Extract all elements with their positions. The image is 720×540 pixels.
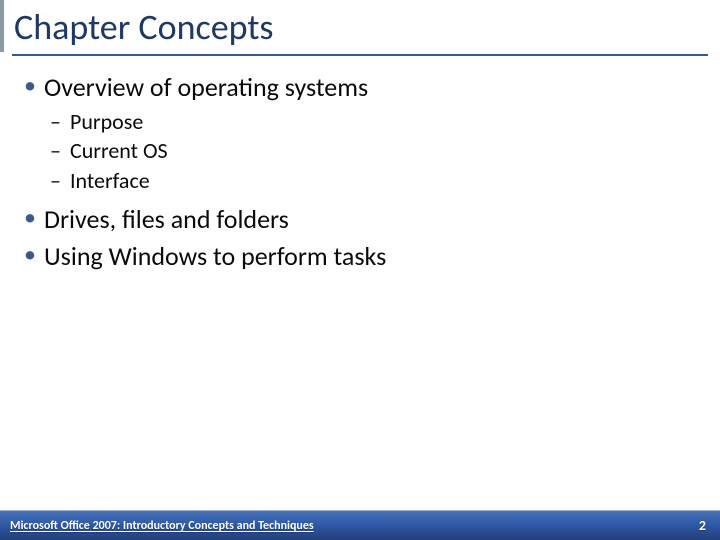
- title-region: Chapter Concepts: [0, 0, 720, 52]
- footer-text: Microsoft Office 2007: Introductory Conc…: [10, 519, 314, 533]
- bullet-lvl1-text: Using Windows to perform tasks: [44, 240, 386, 272]
- bullet-lvl2-text: Purpose: [70, 108, 143, 135]
- bullet-lvl2: Purpose: [50, 107, 700, 137]
- bullet-lvl1: Drives, files and folders: [24, 202, 700, 237]
- bullet-lvl2: Current OS: [50, 136, 700, 166]
- bullet-lvl1-text: Drives, files and folders: [44, 203, 289, 235]
- bullet-lvl1: Overview of operating systems: [24, 70, 700, 105]
- bullet-lvl2: Interface: [50, 166, 700, 196]
- content-region: Overview of operating systems Purpose Cu…: [0, 56, 720, 540]
- bullet-lvl2-text: Current OS: [70, 137, 168, 164]
- slide-title: Chapter Concepts: [14, 8, 710, 48]
- page-number: 2: [699, 517, 706, 534]
- bullet-lvl1: Using Windows to perform tasks: [24, 239, 700, 274]
- slide-container: Chapter Concepts Overview of operating s…: [0, 0, 720, 540]
- footer-bar: Microsoft Office 2007: Introductory Conc…: [0, 510, 720, 540]
- sub-bullet-block: Purpose Current OS Interface: [24, 107, 700, 196]
- bullet-lvl2-text: Interface: [70, 167, 150, 194]
- bullet-lvl1-text: Overview of operating systems: [44, 71, 368, 103]
